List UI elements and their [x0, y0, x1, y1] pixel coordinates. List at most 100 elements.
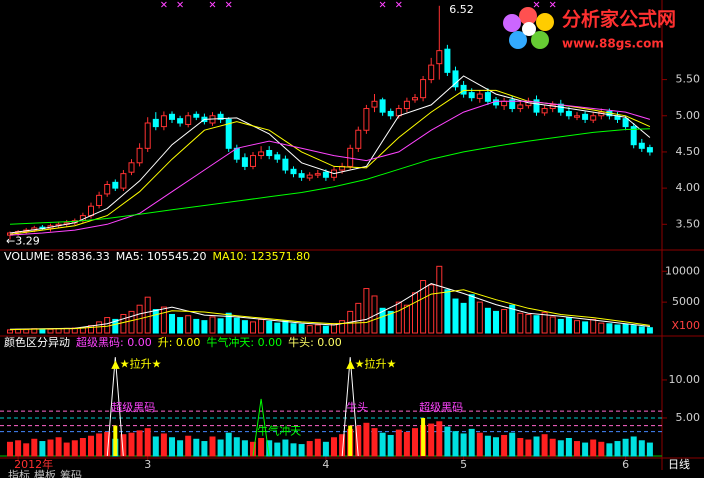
bar [501, 309, 508, 334]
candle-body [484, 92, 491, 102]
signal-spike [341, 357, 359, 457]
candle-body [541, 108, 548, 114]
bar [185, 435, 192, 457]
bar [274, 442, 281, 457]
bar [622, 438, 629, 457]
logo-url: www.88gs.com [562, 37, 664, 51]
bar [355, 425, 362, 457]
bar [387, 310, 394, 334]
tab[interactable]: 筹码 [60, 468, 82, 478]
bar [525, 439, 532, 457]
bar [549, 316, 556, 334]
bar [7, 329, 13, 334]
logo-petal [531, 31, 549, 49]
signal-spike [106, 357, 124, 457]
bar [128, 432, 135, 457]
bar [541, 312, 548, 334]
bar [339, 434, 346, 457]
ma-line [9, 100, 651, 236]
bar [557, 318, 564, 334]
bar [355, 302, 362, 334]
header-item: 牛气冲天: 0.00 [206, 335, 282, 349]
bar [549, 438, 556, 457]
candle-body [225, 118, 232, 149]
bar [193, 318, 200, 334]
bar [476, 301, 483, 334]
tab[interactable]: 指标 [8, 468, 30, 478]
candle-body [217, 113, 224, 120]
bar [574, 441, 580, 457]
candle-body [574, 115, 580, 118]
header-item: MA5: 105545.20 [116, 250, 207, 263]
bar [322, 441, 329, 457]
signal-bar [421, 417, 426, 456]
signal-marker [177, 1, 183, 8]
candle-body [241, 157, 248, 167]
ma-line [9, 128, 650, 225]
bar [630, 325, 637, 334]
y-tick-label: 10000 [665, 264, 700, 277]
y-tick-label: 4.50 [676, 145, 701, 158]
bar [120, 434, 127, 457]
candle-body [282, 158, 289, 171]
signal-marker [379, 1, 386, 8]
candle-body [468, 92, 475, 99]
bar [525, 313, 532, 334]
bar [622, 323, 629, 334]
bar [258, 318, 265, 334]
candle-body [646, 147, 653, 153]
y-tick-label: 5.00 [676, 109, 701, 122]
bar [363, 422, 370, 457]
bar [371, 428, 378, 457]
bar [39, 328, 46, 334]
signal-bar [348, 425, 353, 456]
x-tick-label: 2012年 [14, 457, 53, 471]
signal-label: ▲★拉升★ [346, 357, 396, 371]
bar [403, 431, 410, 457]
bar [582, 442, 589, 457]
signal-label: ▲★拉升★ [111, 357, 161, 371]
tab[interactable]: 模板 [34, 468, 56, 478]
bar [185, 315, 192, 334]
bar [144, 428, 151, 457]
header-item: 牛头: 0.00 [288, 335, 342, 349]
bar [55, 328, 62, 334]
bar [88, 325, 94, 334]
bar [509, 432, 516, 457]
bar [517, 312, 524, 334]
bar [565, 438, 572, 457]
logo-petal [503, 14, 521, 32]
bar [96, 321, 103, 334]
bar [306, 441, 313, 457]
bar [225, 312, 232, 334]
candle-body [379, 99, 386, 113]
bar [428, 423, 435, 457]
bar [395, 429, 402, 457]
header-item: 超级黑码: 0.00 [76, 335, 152, 349]
candle-body [582, 113, 589, 120]
candle-body [185, 115, 192, 125]
bar [96, 433, 103, 457]
candle-body [371, 100, 378, 108]
signal-label: 牛气冲天 [257, 424, 301, 438]
candle-body [444, 48, 451, 73]
header-item: 颜色区分异动 [4, 335, 70, 349]
bar [233, 317, 240, 334]
ma-line [9, 283, 650, 330]
signal-marker [549, 1, 556, 8]
bar [120, 313, 127, 334]
bar [614, 324, 621, 334]
bar [306, 325, 313, 334]
bar [379, 307, 386, 334]
x-tick-label: 6 [622, 458, 629, 471]
bar [169, 313, 175, 334]
candle-body [428, 64, 435, 81]
candle-body [112, 181, 119, 189]
header-item: MA10: 123571.80 [212, 250, 310, 263]
bar [290, 443, 297, 457]
candle-body [476, 93, 483, 99]
bar [420, 280, 427, 334]
bar [606, 443, 613, 457]
